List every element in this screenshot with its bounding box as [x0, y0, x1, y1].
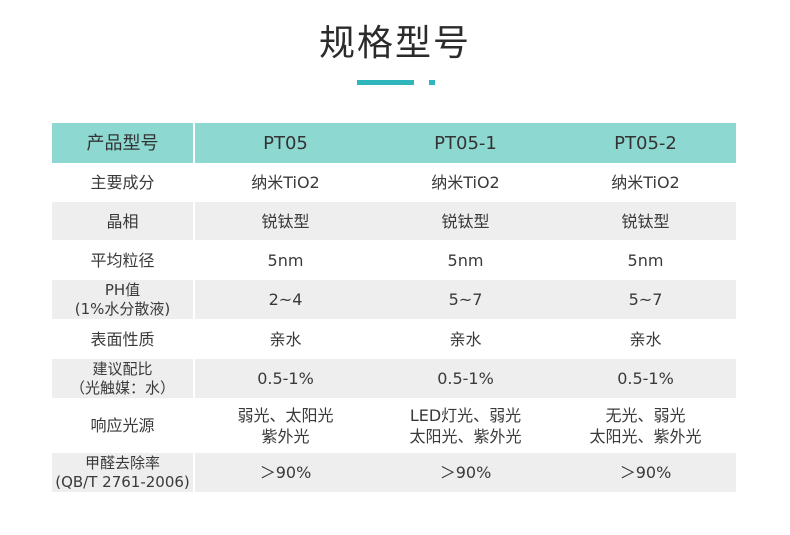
title-underline-dot: [429, 80, 435, 85]
row-label: 响应光源: [52, 399, 195, 453]
row-label: 主要成分: [52, 163, 195, 202]
cell-text: 5nm: [447, 250, 484, 270]
table-cell: 5nm: [555, 241, 736, 280]
cell-text: LED灯光、弱光: [409, 405, 522, 425]
row-label: 晶相: [52, 202, 195, 241]
spec-table-header: 产品型号 PT05 PT05-1 PT05-2: [52, 123, 736, 163]
table-row: 响应光源 弱光、太阳光 紫外光 LED灯光、弱光 太阳光、紫外光 无光、弱光 太…: [52, 399, 736, 453]
table-cell: ＞90%: [555, 453, 736, 493]
cell-text: 纳米TiO2: [251, 172, 320, 192]
cell-text: 5~7: [448, 290, 483, 309]
table-cell: 2~4: [195, 280, 376, 320]
table-row: 平均粒径 5nm 5nm 5nm: [52, 241, 736, 280]
cell-text: 弱光、太阳光: [237, 405, 334, 425]
table-cell: ＞90%: [376, 453, 555, 493]
cell-text: 0.5-1%: [617, 369, 674, 388]
cell-text: 无光、弱光: [605, 405, 686, 425]
table-cell: 0.5-1%: [555, 359, 736, 399]
table-cell: LED灯光、弱光 太阳光、紫外光: [376, 399, 555, 453]
cell-text: 2~4: [268, 290, 303, 309]
cell-text: 亲水: [269, 329, 302, 349]
cell-text-line2: 紫外光: [261, 426, 310, 446]
row-label-subtext: (QB/T 2761-2006): [55, 472, 190, 491]
row-label: PH值 (1%水分散液): [52, 280, 195, 320]
cell-text-line2: 太阳光、紫外光: [409, 426, 522, 446]
cell-text: ＞90%: [439, 463, 492, 482]
table-cell: 锐钛型: [376, 202, 555, 241]
row-label: 表面性质: [52, 320, 195, 359]
table-row: 主要成分 纳米TiO2 纳米TiO2 纳米TiO2: [52, 163, 736, 202]
table-row: PH值 (1%水分散液) 2~4 5~7 5~7: [52, 280, 736, 320]
header-cell-pt05-1: PT05-1: [376, 123, 555, 163]
row-label-text: PH值: [104, 280, 141, 299]
cell-text: 0.5-1%: [437, 369, 494, 388]
table-cell: 纳米TiO2: [376, 163, 555, 202]
table-cell: 5nm: [376, 241, 555, 280]
header-cell-model: 产品型号: [52, 123, 195, 163]
row-label: 建议配比 （光触媒：水）: [52, 359, 195, 399]
table-cell: 纳米TiO2: [555, 163, 736, 202]
cell-text: 纳米TiO2: [431, 172, 500, 192]
table-cell: 0.5-1%: [195, 359, 376, 399]
table-cell: 亲水: [376, 320, 555, 359]
table-row: 晶相 锐钛型 锐钛型 锐钛型: [52, 202, 736, 241]
cell-text: ＞90%: [619, 463, 672, 482]
row-label-text: 表面性质: [90, 329, 155, 349]
header-cell-pt05: PT05: [195, 123, 376, 163]
row-label-text: 甲醛去除率: [84, 453, 160, 472]
row-label-text: 平均粒径: [90, 250, 155, 270]
table-cell: 锐钛型: [555, 202, 736, 241]
row-label-text: 晶相: [106, 211, 139, 231]
row-label-subtext: （光触媒：水）: [69, 378, 175, 397]
table-row: 建议配比 （光触媒：水） 0.5-1% 0.5-1% 0.5-1%: [52, 359, 736, 399]
cell-text: 5nm: [267, 250, 304, 270]
table-cell: 无光、弱光 太阳光、紫外光: [555, 399, 736, 453]
spec-table: 产品型号 PT05 PT05-1 PT05-2 主要成分 纳米TiO2 纳米Ti…: [52, 123, 736, 493]
header-cell-pt05-2: PT05-2: [555, 123, 736, 163]
table-cell: 5nm: [195, 241, 376, 280]
table-row: 表面性质 亲水 亲水 亲水: [52, 320, 736, 359]
table-cell: 亲水: [555, 320, 736, 359]
table-cell: 5~7: [376, 280, 555, 320]
cell-text: 5~7: [628, 290, 663, 309]
table-cell: ＞90%: [195, 453, 376, 493]
cell-text: 5nm: [627, 250, 664, 270]
cell-text: 锐钛型: [441, 211, 490, 231]
row-label-text: 主要成分: [90, 172, 155, 192]
table-cell: 亲水: [195, 320, 376, 359]
cell-text: 纳米TiO2: [611, 172, 680, 192]
cell-text: 锐钛型: [261, 211, 310, 231]
table-cell: 弱光、太阳光 紫外光: [195, 399, 376, 453]
cell-text: 锐钛型: [621, 211, 670, 231]
title-underline-bar: [357, 80, 414, 85]
cell-text: 亲水: [449, 329, 482, 349]
page-title: 规格型号: [318, 23, 471, 64]
table-cell: 0.5-1%: [376, 359, 555, 399]
cell-text: 0.5-1%: [257, 369, 314, 388]
table-cell: 纳米TiO2: [195, 163, 376, 202]
table-cell: 5~7: [555, 280, 736, 320]
cell-text-line2: 太阳光、紫外光: [589, 426, 702, 446]
row-label-subtext: (1%水分散液): [74, 299, 171, 318]
table-row: 甲醛去除率 (QB/T 2761-2006) ＞90% ＞90% ＞90%: [52, 453, 736, 493]
row-label-text: 响应光源: [90, 416, 155, 435]
row-label: 甲醛去除率 (QB/T 2761-2006): [52, 453, 195, 493]
cell-text: 亲水: [629, 329, 662, 349]
table-cell: 锐钛型: [195, 202, 376, 241]
row-label-text: 建议配比: [92, 359, 153, 378]
row-label: 平均粒径: [52, 241, 195, 280]
cell-text: ＞90%: [259, 463, 312, 482]
